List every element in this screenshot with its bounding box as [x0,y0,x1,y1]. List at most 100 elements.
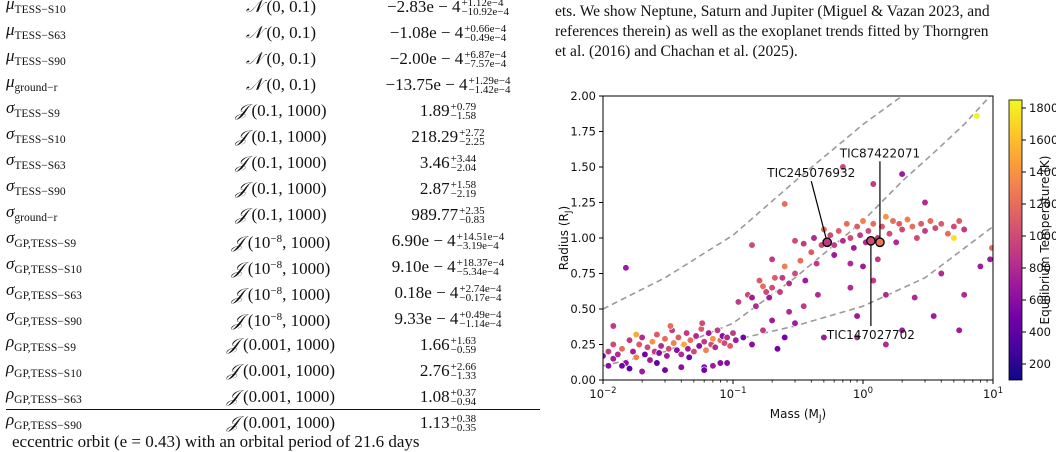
data-point [781,200,789,208]
posterior-cell: 989.77 +2.35 −0.83 [356,202,540,228]
posterior-cell: 1.13 +0.38 −0.35 [356,410,540,436]
data-point [653,330,661,339]
x-tick-label: 100 [853,386,873,401]
data-point [839,237,847,245]
prior-arguments: (0.1, 1000) [251,153,327,173]
data-point [785,308,793,316]
param-subscript: TESS−S90 [14,186,66,199]
data-point [604,347,613,356]
prior-distribution: 𝒥 [235,205,248,226]
posterior-upper-error: +1.63 [450,335,477,348]
prior-cell: 𝒥 (10−8, 1000) [206,228,356,254]
data-point [614,350,622,359]
param-symbol: σ [6,124,15,144]
param-subscript: GP,TESS−S10 [14,368,82,381]
y-tick-label: 1.75 [570,125,596,139]
data-point [781,262,789,271]
prior-cell: 𝒩 (0, 0.1) [206,20,356,46]
data-point [638,333,646,342]
figure-caption: ets. We show Neptune, Saturn and Jupiter… [555,2,1050,62]
posterior-upper-error: +0.38 [450,413,477,426]
data-point [641,350,649,359]
colorbar-label: Equilibrium Temperature (K) [1038,156,1052,325]
prior-arguments: (0, 0.1) [266,23,317,43]
data-point [903,215,912,224]
data-point [869,220,877,228]
data-point [839,163,847,171]
param-name-cell: σGP,TESS−S63 [6,280,206,306]
data-point [723,333,731,342]
data-point [812,259,821,268]
data-point [859,217,867,225]
data-point [622,264,630,272]
data-point [665,345,673,353]
data-point [670,339,678,347]
data-point [732,336,740,344]
parameter-table-section: μTESS−S10 𝒩 (0, 0.1) −2.83e − 4 +1.12e−4 −10… [6,0,540,434]
posterior-lower-error: −2.04 [450,162,477,175]
posterior-lower-error: −0.17e−4 [459,292,502,305]
data-point [653,359,661,367]
posterior-cell: 6.90e − 4 +14.51e−4 −3.19e−4 [356,228,540,254]
param-symbol: σ [6,150,15,170]
posterior-value: 2.76 [419,361,450,381]
data-point [960,225,968,234]
data-point [830,251,838,259]
param-subscript: ground−r [14,212,58,225]
data-point [820,333,828,342]
prior-cell: 𝒥 (0.1, 1000) [206,176,356,202]
prior-distribution: 𝒥 [235,127,248,148]
data-point [937,220,945,228]
data-point [955,217,963,225]
prior-arguments: (0.1, 1000) [251,127,327,147]
posterior-errors: +0.38 −0.35 [450,413,477,434]
param-subscript: TESS−S63 [14,30,66,43]
table-row: σground−r 𝒥 (0.1, 1000) 989.77 +2.35 −0.83 [6,202,540,228]
prior-arguments: (0.1, 1000) [251,205,327,225]
trend-line [732,225,993,341]
posterior-errors: +0.37 −0.94 [451,388,476,408]
data-point [729,329,737,337]
data-point [856,231,864,239]
data-point [814,291,822,299]
param-name-cell: ρGP,TESS−S90 [6,410,206,436]
data-point [695,342,703,350]
prior-cell: 𝒥 (0.1, 1000) [206,124,356,150]
posterior-lower-error: −1.58 [450,110,477,123]
data-point [846,234,855,242]
data-point [955,326,963,334]
data-point [755,276,764,285]
planet-label: TIC245076932 [766,166,855,180]
posterior-errors: +6.87e−4 −7.57e−4 [464,50,506,70]
data-point [677,350,685,359]
data-point [843,220,851,228]
data-point [826,231,834,239]
data-point [791,237,799,245]
data-point [677,363,685,371]
data-point [632,353,640,361]
prior-arguments: (0, 0.1) [266,49,317,69]
data-point [810,234,818,242]
data-point [895,220,903,228]
posterior-errors: +2.35 −0.83 [459,206,484,226]
x-axis-label: Mass (MJ) [770,407,826,424]
mass-radius-figure: TIC245076932 TIC87422071 TIC147027702 0.00… [555,88,1056,444]
data-point [661,335,669,343]
prior-distribution: 𝒩 [245,23,263,44]
prior-distribution: 𝒥 [235,153,248,174]
data-point [748,340,756,349]
y-tick-label: 1.25 [570,196,596,210]
posterior-errors: +0.66e−4 −0.49e−4 [464,24,506,44]
data-point [663,352,671,360]
colorbar-tick-label: 1200 [1029,197,1056,211]
param-name-cell: σGP,TESS−S9 [6,228,206,254]
data-point [700,366,708,374]
data-point [686,336,695,344]
posterior-cell: 218.29 +2.72 −2.25 [356,124,540,150]
table-row: σGP,TESS−S10 𝒥 (10−8, 1000) 9.10e − 4 +18.3… [6,254,540,280]
data-point [921,198,929,207]
data-point [646,356,654,364]
param-name-cell: σTESS−S63 [6,150,206,176]
param-subscript: GP,TESS−S10 [14,264,82,277]
prior-arguments: , 1000) [282,259,331,279]
